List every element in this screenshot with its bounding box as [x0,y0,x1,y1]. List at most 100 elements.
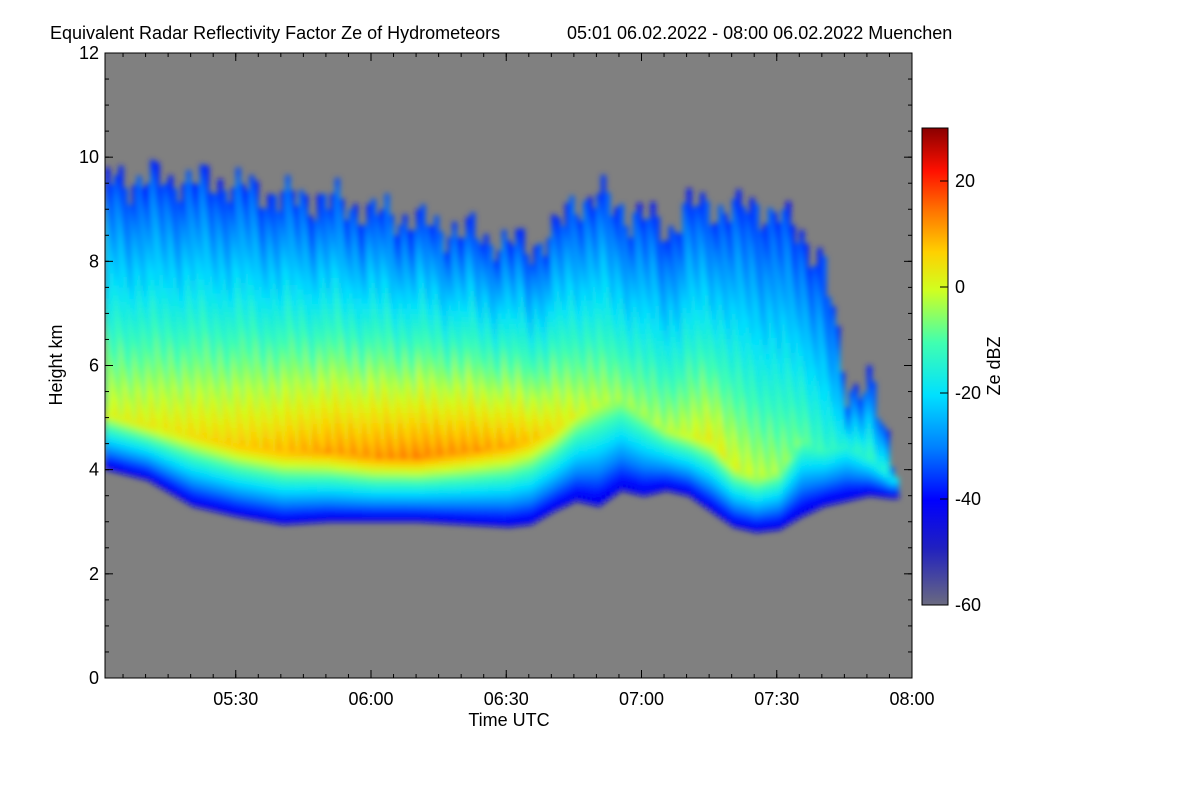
reflectivity-cell [181,360,187,367]
reflectivity-cell [384,506,390,512]
reflectivity-cell [303,356,309,363]
reflectivity-cell [114,409,120,416]
reflectivity-cell [298,236,304,243]
reflectivity-cell [159,425,165,432]
reflectivity-cell [465,519,471,526]
reflectivity-cell [384,386,390,393]
reflectivity-cell [145,344,151,351]
reflectivity-cell [136,425,142,432]
reflectivity-cell [411,375,417,382]
reflectivity-cell [123,370,129,376]
reflectivity-cell [262,359,268,366]
reflectivity-cell [425,282,431,289]
reflectivity-cell [429,277,435,284]
reflectivity-cell [411,250,417,257]
reflectivity-cell [312,272,318,279]
reflectivity-cell [407,438,413,445]
reflectivity-cell [168,420,174,426]
reflectivity-cell [231,374,237,381]
reflectivity-cell [132,336,138,342]
reflectivity-cell [348,271,354,278]
reflectivity-cell [105,178,111,184]
reflectivity-cell [186,383,192,390]
reflectivity-cell [285,248,291,254]
reflectivity-cell [204,498,210,505]
reflectivity-cell [280,300,286,307]
reflectivity-cell [276,398,282,405]
reflectivity-cell [312,434,318,440]
reflectivity-cell [294,211,300,217]
reflectivity-cell [371,443,377,450]
reflectivity-cell [389,370,395,377]
reflectivity-cell [384,292,390,299]
reflectivity-cell [312,517,318,524]
reflectivity-cell [334,183,340,189]
reflectivity-cell [262,411,268,418]
reflectivity-cell [402,448,408,455]
reflectivity-cell [353,438,359,445]
reflectivity-cell [325,323,331,330]
reflectivity-cell [452,518,458,525]
reflectivity-cell [253,254,259,260]
reflectivity-cell [177,472,183,479]
reflectivity-cell [244,335,250,342]
reflectivity-cell [389,485,395,492]
reflectivity-cell [402,344,408,351]
reflectivity-cell [177,232,183,239]
reflectivity-cell [348,329,354,335]
reflectivity-cell [172,422,178,429]
reflectivity-cell [150,378,156,385]
reflectivity-cell [447,263,453,269]
reflectivity-cell [289,268,295,275]
reflectivity-cell [294,252,300,259]
reflectivity-cell [316,418,322,424]
reflectivity-cell [145,391,151,398]
reflectivity-cell [443,278,449,285]
reflectivity-cell [145,459,151,466]
reflectivity-cell [145,381,151,387]
reflectivity-cell [348,459,354,466]
reflectivity-cell [330,360,336,367]
reflectivity-cell [389,360,395,367]
reflectivity-cell [105,318,111,325]
reflectivity-cell [249,248,255,254]
reflectivity-cell [434,236,440,243]
reflectivity-cell [447,492,453,499]
reflectivity-cell [177,331,183,338]
reflectivity-cell [217,199,223,206]
reflectivity-cell [366,412,372,419]
reflectivity-cell [136,290,142,297]
reflectivity-cell [199,190,205,197]
reflectivity-cell [114,445,120,452]
reflectivity-cell [398,297,404,304]
reflectivity-cell [407,433,413,439]
reflectivity-cell [190,245,196,252]
reflectivity-cell [132,382,138,389]
reflectivity-cell [380,308,386,314]
reflectivity-cell [416,250,422,257]
reflectivity-cell [199,206,205,212]
reflectivity-cell [190,417,196,424]
reflectivity-cell [253,457,259,463]
reflectivity-cell [411,407,417,413]
reflectivity-cell [343,365,349,372]
reflectivity-cell [307,397,313,404]
reflectivity-cell [168,237,174,244]
reflectivity-cell [249,268,255,275]
reflectivity-cell [163,402,169,408]
reflectivity-cell [118,431,124,438]
reflectivity-cell [154,235,160,242]
reflectivity-cell [235,235,241,242]
reflectivity-cell [177,493,183,499]
reflectivity-cell [452,247,458,254]
reflectivity-cell [150,383,156,390]
reflectivity-cell [438,262,444,269]
reflectivity-cell [226,321,232,328]
reflectivity-cell [452,320,458,327]
reflectivity-cell [298,288,304,295]
reflectivity-cell [271,403,277,409]
reflectivity-cell [276,304,282,311]
reflectivity-cell [222,430,228,436]
reflectivity-cell [222,331,228,337]
reflectivity-cell [411,443,417,450]
